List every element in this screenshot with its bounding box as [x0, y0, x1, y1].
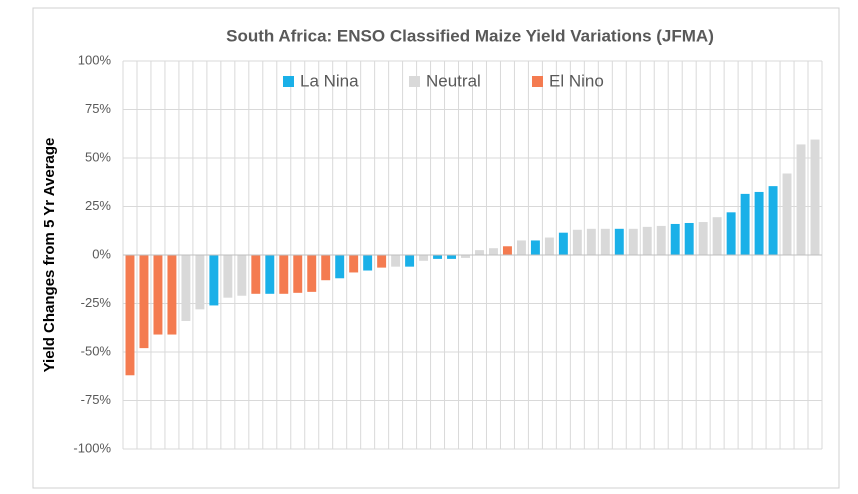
y-tick-label: 100% — [78, 52, 112, 67]
bar — [656, 225, 666, 255]
bar — [726, 212, 736, 255]
bar — [740, 193, 750, 255]
bar — [209, 255, 219, 306]
bar — [614, 228, 624, 255]
legend-label: Neutral — [426, 71, 481, 90]
legend-label: La Nina — [300, 71, 359, 90]
bar — [251, 255, 261, 294]
bar — [796, 144, 806, 255]
bar — [768, 186, 778, 255]
y-tick-label: 25% — [85, 198, 111, 213]
bar — [782, 173, 792, 255]
bar — [433, 255, 443, 259]
bar — [405, 255, 415, 267]
bar — [530, 240, 540, 255]
bar — [307, 255, 317, 292]
bar — [475, 250, 484, 255]
bar — [572, 229, 582, 255]
bar — [642, 226, 652, 255]
bar — [377, 255, 387, 268]
bar — [447, 255, 457, 259]
bar — [628, 228, 638, 255]
bar — [349, 255, 359, 273]
bar — [293, 255, 303, 293]
legend-swatch — [532, 76, 543, 87]
legend-swatch — [283, 76, 294, 87]
chart-title: South Africa: ENSO Classified Maize Yiel… — [226, 26, 714, 45]
bar — [265, 255, 275, 294]
bar — [810, 139, 820, 255]
y-tick-label: 0% — [92, 246, 111, 261]
bar — [391, 255, 401, 267]
y-tick-label: 75% — [85, 101, 111, 116]
bar — [488, 248, 498, 255]
bar — [181, 255, 191, 321]
bar — [586, 228, 596, 255]
bar — [167, 255, 177, 335]
bar — [125, 255, 135, 376]
bar — [237, 255, 247, 296]
bar — [139, 255, 149, 349]
bar — [698, 222, 708, 255]
bar — [363, 255, 373, 271]
bar — [502, 246, 512, 255]
bar — [335, 255, 345, 279]
bar — [754, 191, 764, 255]
bar — [461, 255, 470, 258]
bar — [684, 222, 694, 255]
y-tick-label: -75% — [81, 392, 112, 407]
bar — [516, 240, 526, 255]
bar — [195, 255, 205, 310]
bar — [558, 232, 568, 255]
bar — [670, 223, 680, 255]
y-tick-label: -25% — [81, 295, 112, 310]
bar — [712, 217, 722, 255]
bar — [419, 255, 429, 261]
y-tick-label: -50% — [81, 343, 112, 358]
bar — [544, 237, 554, 255]
bar — [279, 255, 289, 294]
legend-swatch — [409, 76, 420, 87]
y-tick-label: -100% — [73, 440, 111, 455]
bar — [223, 255, 233, 298]
legend-label: El Nino — [549, 71, 604, 90]
bar — [600, 228, 610, 255]
bar — [321, 255, 331, 281]
y-tick-label: 50% — [85, 149, 111, 164]
bar — [153, 255, 163, 335]
y-axis-label: Yield Changes from 5 Yr Average — [41, 138, 58, 373]
